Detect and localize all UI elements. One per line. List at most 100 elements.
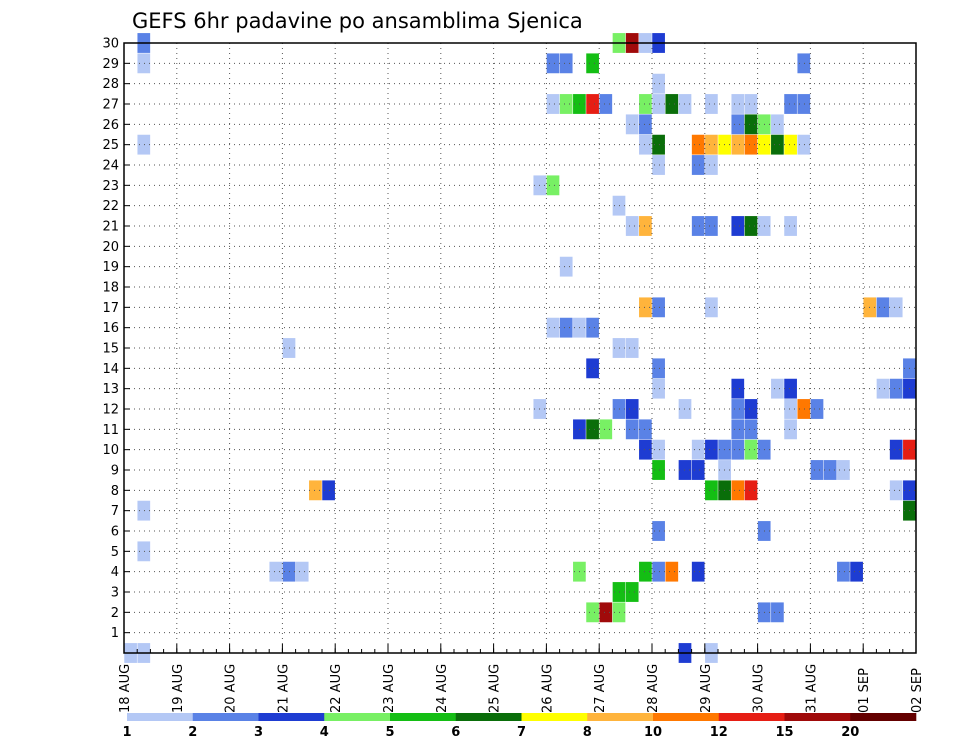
heatmap-cell [546, 94, 560, 114]
colorbar-label: 7 [517, 725, 526, 740]
y-tick-label: 16 [102, 321, 119, 336]
heatmap-cell [652, 297, 665, 318]
heatmap-cell [137, 53, 151, 74]
heatmap-cell [744, 134, 758, 155]
heatmap-cell [665, 561, 679, 582]
y-tick-label: 2 [111, 606, 119, 621]
heatmap-cell [705, 155, 718, 175]
colorbar: 1 2 3 4 5 6 7 8 10 12 15 20 [122, 713, 917, 740]
heatmap-cell [625, 338, 639, 358]
heatmap-cell [823, 460, 837, 480]
heatmap-cell [784, 94, 797, 114]
heatmap-cell [546, 53, 560, 74]
y-tick-label: 13 [102, 382, 119, 397]
heatmap-cell [731, 216, 745, 236]
colorbar-swatch [192, 713, 259, 721]
colorbar-label: 5 [385, 725, 394, 740]
y-tick-label: 4 [111, 565, 119, 580]
heatmap-cell [559, 53, 573, 74]
heatmap-cell [639, 297, 652, 318]
colorbar-swatch [718, 713, 785, 721]
y-tick-label: 18 [102, 281, 119, 296]
y-tick-label: 26 [102, 118, 119, 133]
heatmap-cell [731, 399, 745, 419]
heatmap-cell [691, 155, 705, 175]
heatmap-cell [784, 419, 797, 440]
heatmap-cell [744, 439, 758, 460]
heatmap-cell [744, 419, 758, 440]
x-tick-label: 20 AUG [224, 664, 239, 713]
heatmap-cell [625, 216, 639, 236]
heatmap-cell [295, 561, 309, 582]
heatmap-cell [691, 216, 705, 236]
x-tick-label: 01 SEP [857, 668, 872, 713]
heatmap-cell [586, 53, 599, 74]
colorbar-label: 2 [188, 725, 197, 740]
heatmap-cell [705, 480, 718, 501]
heatmap-cell [731, 480, 745, 501]
heatmap-cell [705, 94, 718, 114]
heatmap-cell [731, 114, 745, 135]
heatmap-cell [850, 561, 863, 582]
heatmap-cell [652, 358, 665, 379]
heatmap-cell [705, 439, 718, 460]
x-tick-label: 31 AUG [804, 664, 819, 713]
y-tick-label: 29 [102, 57, 119, 72]
heatmap-cell [652, 155, 665, 175]
heatmap-cell [559, 317, 573, 338]
y-tick-label: 3 [111, 586, 119, 601]
y-tick-label: 20 [102, 240, 119, 255]
heatmap-cell [586, 419, 599, 440]
heatmap-cell [744, 480, 758, 501]
heatmap-cell [322, 480, 335, 501]
heatmap-cell [889, 297, 903, 318]
heatmap-cell [837, 561, 850, 582]
heatmap-cell [691, 460, 705, 480]
heatmap-cell [599, 602, 613, 623]
y-tick-label: 5 [111, 545, 119, 560]
y-tick-label: 23 [102, 179, 119, 194]
y-tick-label: 9 [111, 464, 119, 479]
y-tick-label: 11 [102, 423, 119, 438]
heatmap-cell [691, 134, 705, 155]
heatmap-cell [599, 94, 613, 114]
colorbar-swatch [521, 713, 588, 721]
heatmap-cell [705, 216, 718, 236]
heatmap-cell [586, 94, 599, 114]
heatmap-cell [137, 134, 151, 155]
colorbar-swatch [127, 713, 194, 721]
heatmap-cell [691, 561, 705, 582]
x-tick-label: 25 AUG [488, 664, 503, 713]
y-tick-label: 7 [111, 504, 119, 519]
heatmap-cell [810, 460, 824, 480]
heatmap-cell [639, 134, 652, 155]
heatmap-cell [586, 602, 599, 623]
y-tick-label: 28 [102, 77, 119, 92]
heatmap-cell [652, 378, 665, 399]
x-tick-label: 19 AUG [171, 664, 186, 713]
colorbar-swatch [390, 713, 457, 721]
heatmap-cell [639, 439, 652, 460]
y-tick-label: 17 [102, 301, 119, 316]
heatmap-cell [652, 439, 665, 460]
heatmap-cell [625, 399, 639, 419]
heatmap-cell [771, 114, 784, 135]
y-tick-label: 24 [102, 159, 119, 174]
y-tick-label: 15 [102, 342, 119, 357]
heatmap-cell [546, 317, 560, 338]
heatmap-cell [625, 582, 639, 602]
heatmap-cell [586, 317, 599, 338]
y-tick-label: 30 [102, 37, 119, 52]
y-axis: 1234567891011121314151617181920212223242… [102, 37, 130, 641]
heatmap-cell [771, 602, 784, 623]
heatmap-cell [889, 480, 903, 501]
heatmap-cell [771, 378, 784, 399]
heatmap-cell [744, 94, 758, 114]
y-tick-label: 10 [102, 443, 119, 458]
x-tick-label: 18 AUG [118, 664, 133, 713]
chart-title: GEFS 6hr padavine po ansamblima Sjenica [132, 9, 583, 33]
colorbar-label: 6 [451, 725, 460, 740]
heatmap-cell [652, 521, 665, 541]
heatmap-cell [639, 94, 652, 114]
